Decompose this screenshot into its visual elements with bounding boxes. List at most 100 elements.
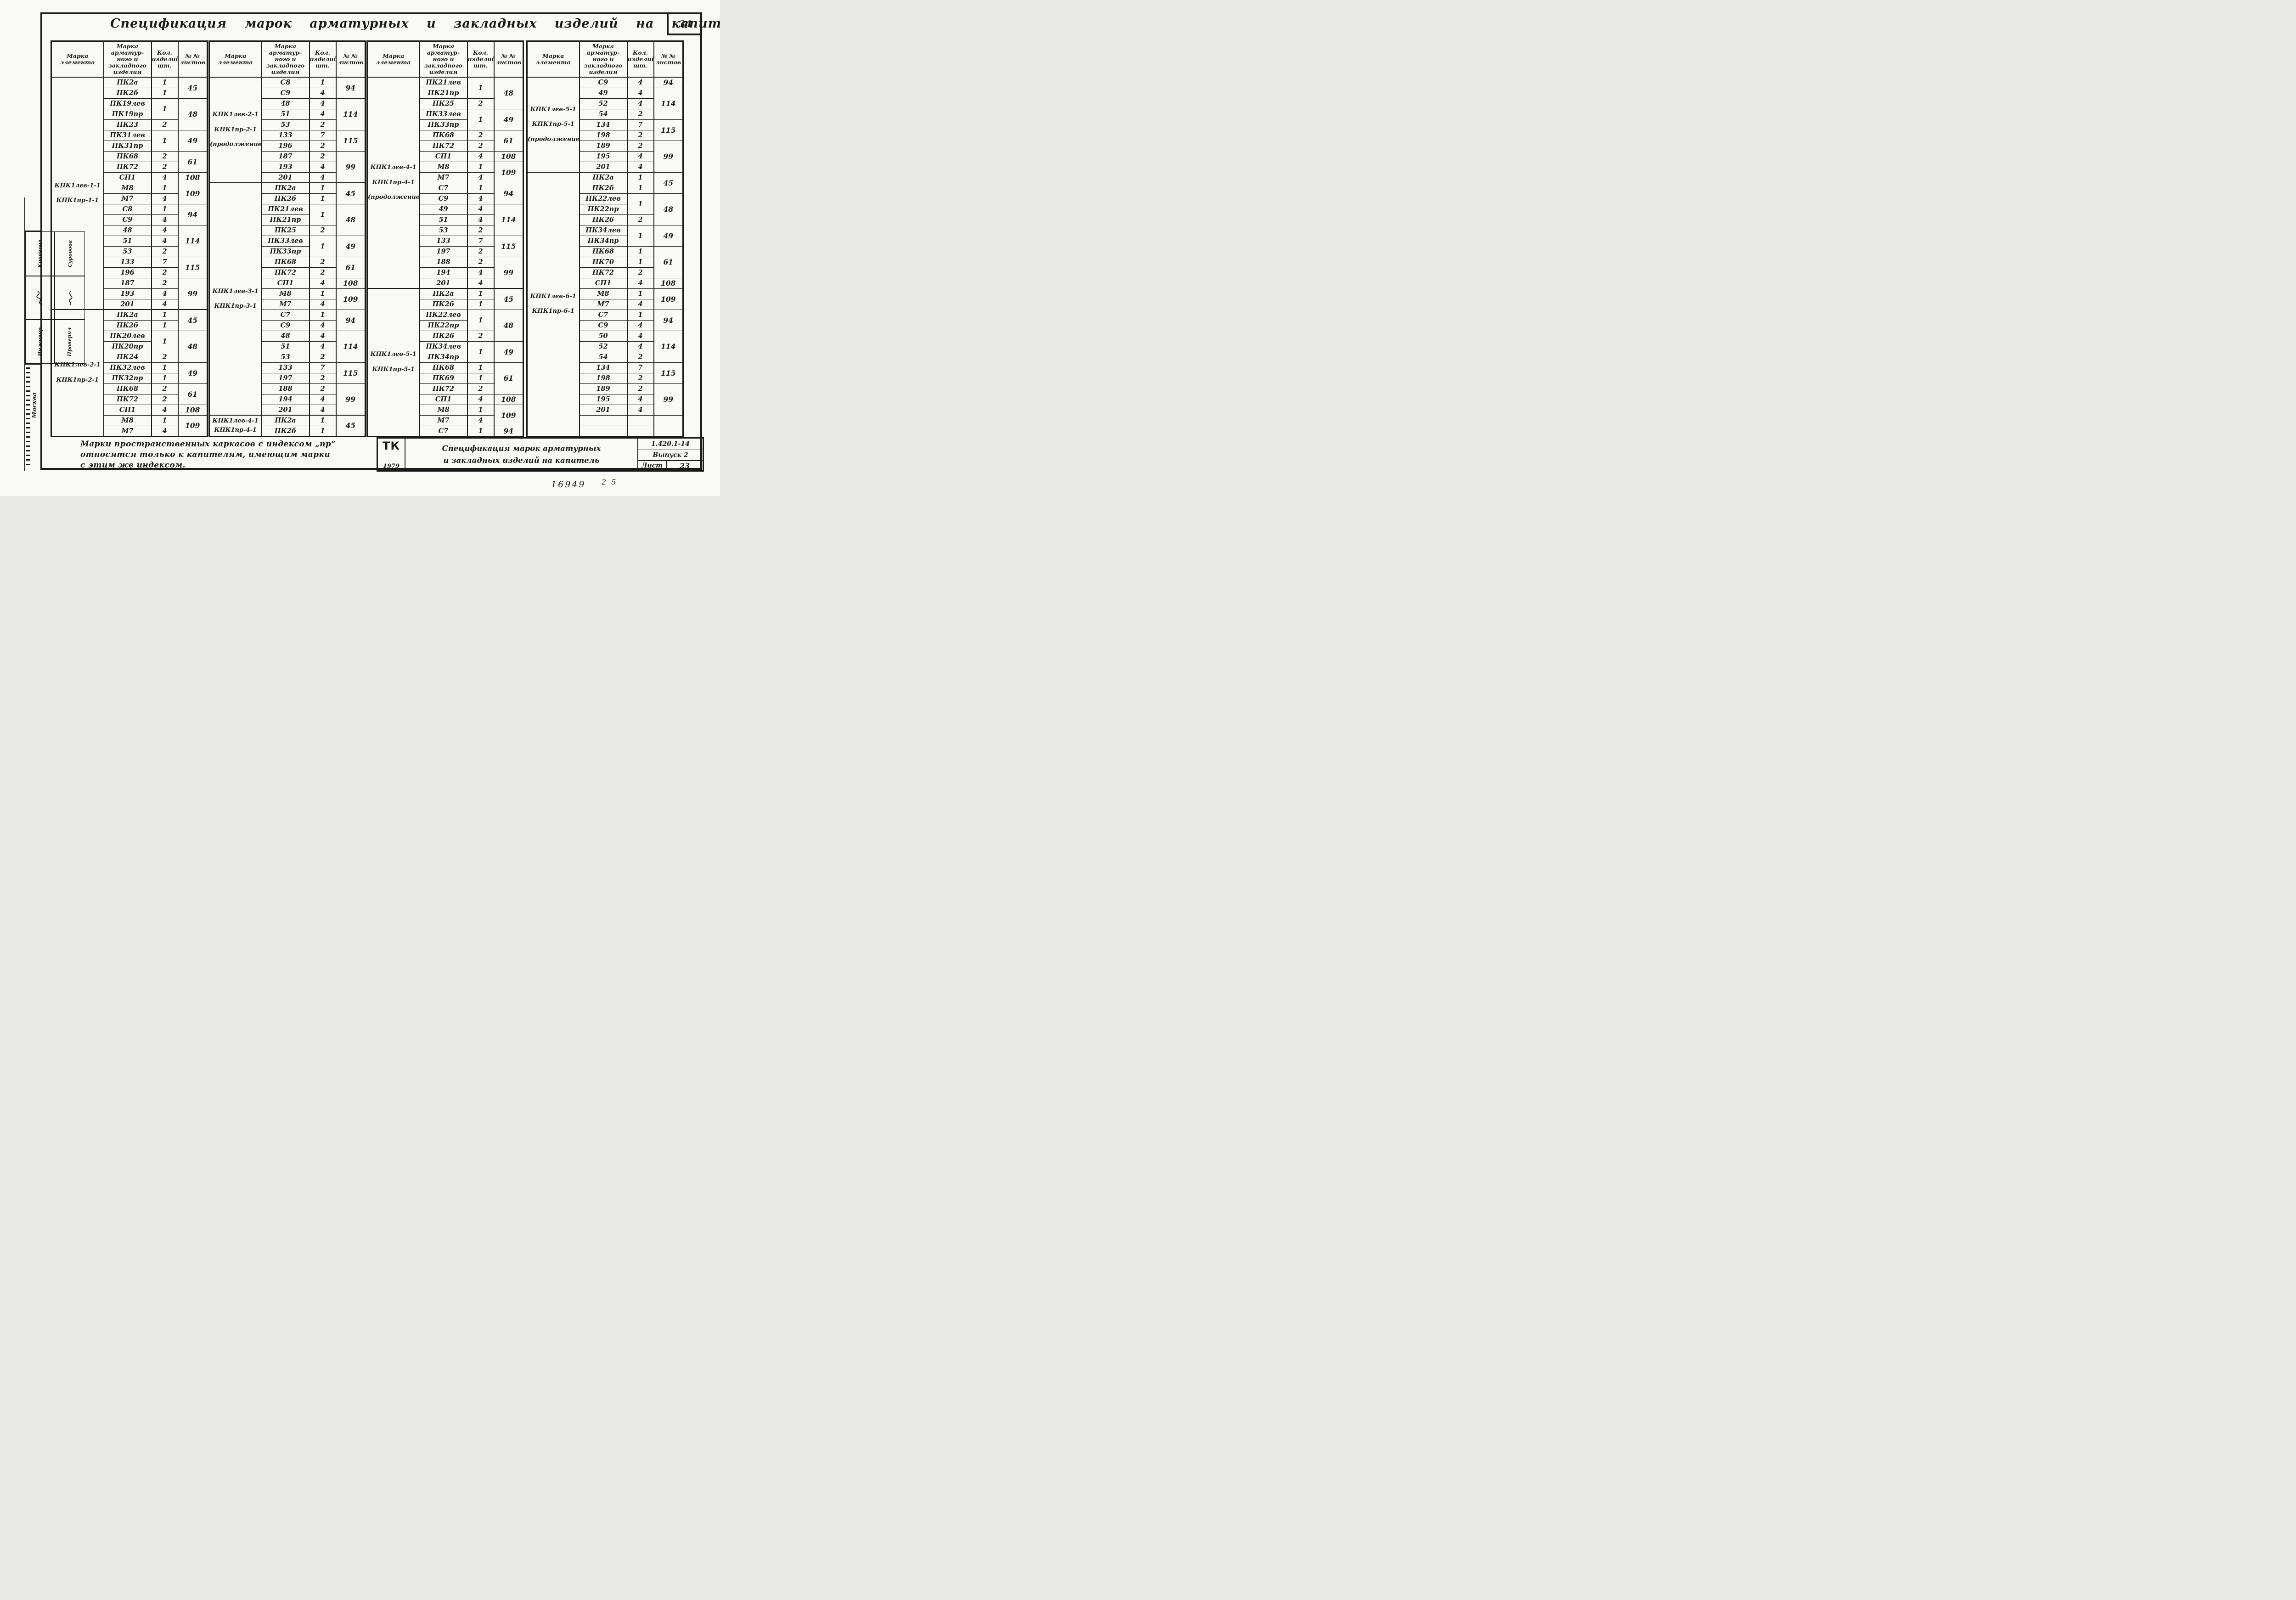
qty-cell: 7 <box>626 362 654 373</box>
mark-cell: ПК34пр <box>579 235 627 247</box>
mark-cell: ПК22пр <box>579 203 627 215</box>
stamp-name-cell: Суровова <box>55 231 85 276</box>
mark-cell: ПК31пр <box>103 140 152 152</box>
signature-icon <box>69 290 73 305</box>
element-cell: КПК1лев-1-1 КПК1пр-1-1 <box>51 77 104 310</box>
sheet-cell: 48 <box>177 98 208 130</box>
qty-cell: 4 <box>309 172 336 183</box>
qty-cell: 4 <box>309 108 336 120</box>
mark-cell: 195 <box>579 394 627 405</box>
mark-cell: ПК34пр <box>419 351 467 363</box>
qty-cell: 1 <box>467 108 494 130</box>
sheet-cell: 99 <box>493 256 523 289</box>
mark-cell: ПК72 <box>579 267 627 278</box>
qty-cell: 2 <box>151 161 178 173</box>
mark-cell: ПК22пр <box>419 320 467 331</box>
element-cell: КПК1лев-6-1 КПК1пр-6-1 <box>527 172 580 437</box>
mark-cell: 50 <box>579 330 627 342</box>
sheet-cell: 48 <box>493 77 523 109</box>
qty-cell: 4 <box>309 161 336 173</box>
qty-cell: 7 <box>467 235 494 247</box>
mark-cell: 201 <box>261 172 310 183</box>
mark-cell <box>579 425 627 437</box>
mark-cell: ПК19пр <box>103 108 152 120</box>
mark-cell: М8 <box>419 404 467 416</box>
sheet-cell: 114 <box>335 98 366 130</box>
element-cell: КПК1лев-4-1 КПК1пр-4-1 <box>209 415 262 437</box>
series-code: 1.420.1-14 <box>638 439 703 450</box>
stamp-role-2: Проверил <box>67 327 73 356</box>
sheet-cell: 61 <box>177 383 208 405</box>
qty-cell: 4 <box>467 415 494 426</box>
mark-cell: 54 <box>579 351 627 363</box>
mark-cell: М7 <box>261 299 310 310</box>
qty-cell: 2 <box>467 98 494 109</box>
qty-cell: 1 <box>467 362 494 373</box>
qty-cell: 2 <box>467 130 494 141</box>
qty-cell: 1 <box>151 182 178 194</box>
mark-cell: ПК34лев <box>419 341 467 352</box>
qty-cell: 1 <box>309 193 336 204</box>
mark-cell: 51 <box>261 108 310 120</box>
qty-cell: 1 <box>467 341 494 363</box>
qty-cell: 4 <box>626 404 654 416</box>
sheet-cell: 115 <box>335 362 366 384</box>
mark-cell: 193 <box>261 161 310 173</box>
qty-cell: 4 <box>626 320 654 331</box>
qty-cell: 1 <box>467 182 494 194</box>
mark-cell: С9 <box>261 320 310 331</box>
qty-cell: 2 <box>309 119 336 130</box>
qty-cell: 1 <box>626 182 654 194</box>
sheet-cell: 109 <box>493 404 523 426</box>
qty-cell: 1 <box>309 235 336 257</box>
qty-cell: 1 <box>467 309 494 331</box>
sheet-cell: 61 <box>653 246 683 278</box>
qty-cell: 2 <box>467 140 494 152</box>
stamp-role-cell: Проверил <box>55 320 85 364</box>
mark-cell: ПК33пр <box>419 119 467 130</box>
mark-cell: 53 <box>103 246 152 257</box>
mark-cell: ПК72 <box>103 394 152 405</box>
sheet-cell: 108 <box>493 151 523 162</box>
qty-cell: 1 <box>151 415 178 426</box>
qty-cell: 2 <box>467 330 494 342</box>
qty-cell: 2 <box>309 256 336 268</box>
mark-cell: 196 <box>261 140 310 152</box>
mark-cell: 133 <box>261 130 310 141</box>
mark-cell: 201 <box>579 404 627 416</box>
qty-cell: 4 <box>151 172 178 183</box>
qty-cell: 2 <box>309 140 336 152</box>
sheet-cell: 48 <box>493 309 523 342</box>
spec-grid-3: Марка элемента Марка арматур- ного и закл… <box>366 40 524 437</box>
mark-cell: ПК25 <box>261 225 310 236</box>
footnote: Марки пространственных каркасов с индекс… <box>80 439 336 470</box>
qty-cell: 1 <box>467 372 494 384</box>
qty-cell: 4 <box>309 341 336 352</box>
mark-cell: 53 <box>261 119 310 130</box>
mark-cell: ПК2а <box>579 172 627 183</box>
qty-cell: 7 <box>309 362 336 373</box>
mark-cell: ПК72 <box>103 161 152 173</box>
mark-cell: 49 <box>579 87 627 99</box>
mark-cell: ПК2б <box>261 193 310 204</box>
sheet-cell: 45 <box>335 415 366 437</box>
mark-cell: С9 <box>103 214 152 225</box>
qty-cell: 1 <box>151 130 178 152</box>
mark-cell: СП1 <box>419 394 467 405</box>
mark-cell: ПК21лев <box>419 77 467 88</box>
sheet-cell: 114 <box>335 330 366 363</box>
qty-cell: 2 <box>151 383 178 394</box>
sheet-cell: 108 <box>177 404 208 416</box>
mark-cell: ПК26 <box>579 214 627 225</box>
header-element: Марка элемента <box>51 41 104 78</box>
mark-cell: СП1 <box>419 151 467 162</box>
title-block: ТК 1979 Спецификация марок арматурных и … <box>377 437 704 472</box>
scanned-specification-sheet: Спецификация марок арматурных и закладны… <box>0 0 720 496</box>
mark-cell: 197 <box>261 372 310 384</box>
header-mark: Марка арматур- ного и закладного изделия <box>261 41 310 78</box>
qty-cell: 2 <box>309 225 336 236</box>
qty-cell: 2 <box>626 351 654 363</box>
sheet-cell: 99 <box>335 383 366 416</box>
qty-cell: 2 <box>151 277 178 289</box>
sheet-cell: 99 <box>177 277 208 310</box>
